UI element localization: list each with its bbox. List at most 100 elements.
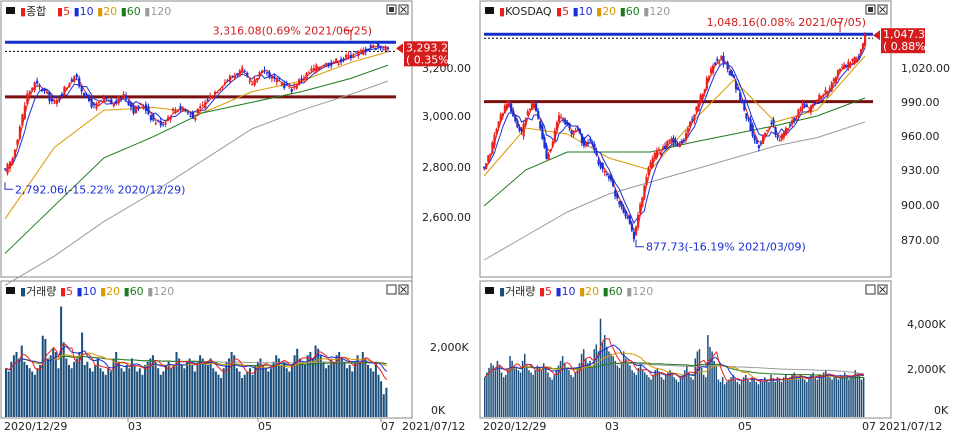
volume-bar (251, 374, 254, 417)
svg-text:▮KOSDAQ: ▮KOSDAQ (499, 5, 552, 18)
low-annotation-label: 2,792.06(-15.22% 2020/12/29) (15, 183, 185, 196)
candle-body (597, 160, 600, 165)
volume-bar (652, 374, 654, 417)
candle-body (722, 55, 725, 65)
volume-bar (178, 358, 181, 417)
volume-bar (519, 372, 522, 417)
volume-bar (627, 363, 629, 417)
candle-body (327, 63, 330, 67)
maximize-icon[interactable] (865, 284, 876, 295)
volume-bar (711, 351, 713, 417)
candle-body (545, 145, 548, 159)
candle-body (684, 132, 688, 141)
volume-bar (484, 377, 486, 417)
panel-menu-icon[interactable] (6, 7, 15, 14)
candle-body (493, 134, 496, 146)
candle-body (593, 143, 596, 151)
candle-body (645, 176, 648, 186)
candle-body (236, 73, 239, 76)
volume-bar (808, 377, 810, 417)
kosdaq-ma120-legend: 120 (649, 5, 670, 18)
kospi-volume-legend-label: 거래량 (26, 285, 56, 298)
volume-bar (566, 367, 568, 417)
volume-bar (154, 361, 157, 417)
candle-body (730, 71, 733, 77)
candle-body (753, 135, 756, 141)
volume-bar (275, 355, 278, 417)
volume-bar (28, 368, 31, 417)
volume-bar (770, 374, 772, 417)
panel-menu-icon[interactable] (485, 7, 494, 14)
volume-bar (585, 358, 587, 417)
candle-body (344, 54, 348, 58)
volume-bar (599, 318, 602, 417)
candle-body (799, 108, 802, 110)
candle-body (312, 68, 316, 71)
maximize-icon[interactable] (386, 284, 397, 295)
candle-body (580, 134, 584, 144)
candle-body (612, 179, 615, 187)
volume-bar (608, 351, 610, 417)
candle-body (115, 101, 118, 104)
kospi-plot: 3,316.08(0.69% 2021/06/25) 2,792.06(-15.2… (4, 24, 455, 417)
candle-body (626, 216, 629, 219)
volume-bar (44, 339, 47, 417)
ma60-line (483, 97, 866, 207)
volume-bar (831, 379, 833, 417)
candle-body (739, 92, 742, 100)
volume-bar (259, 358, 262, 417)
candle-body (503, 105, 507, 113)
candle-body (228, 76, 232, 82)
volume-bar (774, 381, 776, 417)
volume-bar (343, 361, 346, 417)
candle-body (330, 62, 333, 66)
candle-body (557, 115, 561, 122)
volume-bar (700, 367, 703, 417)
candle-body (374, 48, 377, 50)
candle-body (48, 92, 51, 102)
volume-bar (658, 372, 661, 417)
volume-bar (561, 356, 564, 417)
panel-menu-icon[interactable] (6, 287, 15, 294)
last-change-label: ( 0.88%) (883, 40, 930, 53)
volume-bar (214, 371, 217, 417)
volume-bar (612, 356, 614, 417)
candle-body (828, 88, 831, 91)
volume-bar (726, 381, 728, 417)
volume-bar (591, 367, 593, 417)
volume-bar (515, 367, 518, 417)
candle-body (384, 46, 387, 51)
volume-bar (49, 355, 52, 417)
candle-body (31, 87, 34, 92)
volume-bar (94, 365, 97, 417)
candle-body (63, 87, 66, 96)
candle-body (214, 91, 217, 95)
volume-bar (846, 374, 848, 417)
candle-body (734, 81, 738, 90)
volume-bar (311, 358, 314, 417)
candle-body (75, 74, 78, 78)
panel-menu-icon[interactable] (485, 287, 494, 294)
candle-body (268, 71, 271, 78)
window-buttons[interactable] (386, 4, 409, 15)
kospi-end-date: 2021/07/12 (402, 420, 465, 433)
volume-bar (186, 361, 189, 417)
volume-bar (806, 381, 808, 417)
volume-bar (833, 374, 835, 417)
volume-bar (157, 368, 160, 417)
volume-bar (340, 358, 343, 417)
candle-body (687, 128, 690, 133)
candle-body (549, 149, 552, 151)
candle-body (60, 93, 64, 97)
candle-body (263, 69, 266, 71)
volume-bar (534, 370, 537, 417)
candle-body (576, 127, 579, 129)
candle-body (298, 79, 301, 86)
candle-body (315, 64, 318, 72)
kospi-ma120-legend: 120 (150, 5, 171, 18)
candle-body (107, 99, 110, 101)
volume-bar (801, 377, 804, 417)
candle-body (379, 47, 382, 49)
candle-body (206, 99, 209, 102)
volume-bar (243, 374, 246, 417)
